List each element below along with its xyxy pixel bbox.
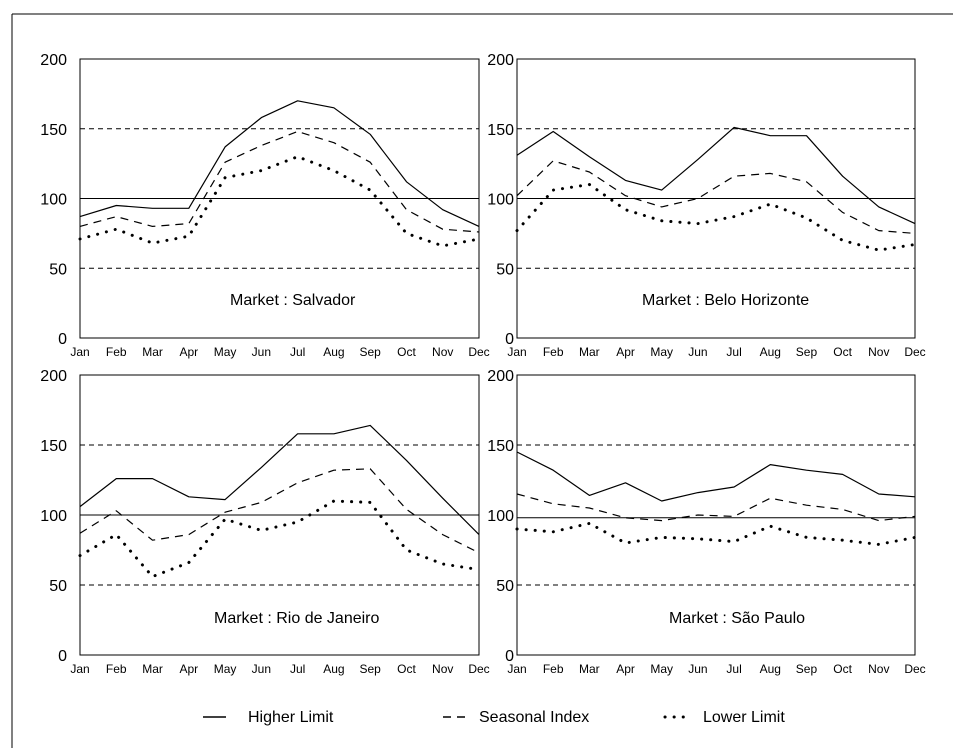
y-tick-label: 0 bbox=[505, 331, 514, 348]
x-tick-label: Aug bbox=[760, 662, 781, 676]
x-tick-label: Jan bbox=[70, 345, 89, 359]
x-tick-label: Jul bbox=[290, 345, 305, 359]
y-tick-label: 200 bbox=[40, 52, 67, 69]
x-tick-label: Dec bbox=[468, 662, 489, 676]
y-tick-label: 100 bbox=[487, 192, 514, 209]
x-tick-label: Oct bbox=[833, 662, 852, 676]
y-tick-label: 50 bbox=[496, 578, 514, 595]
market-label: Market : Rio de Janeiro bbox=[214, 610, 380, 627]
y-tick-label: 0 bbox=[505, 648, 514, 665]
y-tick-label: 50 bbox=[49, 261, 67, 278]
series-line-seasonal bbox=[516, 493, 916, 522]
x-tick-label: Apr bbox=[616, 662, 635, 676]
x-tick-label: Nov bbox=[868, 662, 889, 676]
x-tick-label: Aug bbox=[323, 662, 344, 676]
series-line-lower bbox=[515, 521, 917, 546]
x-tick-label: Nov bbox=[432, 662, 453, 676]
y-tick-label: 150 bbox=[40, 438, 67, 455]
x-tick-label: Jul bbox=[726, 345, 741, 359]
x-tick-label: Jul bbox=[290, 662, 305, 676]
market-label: Market : Salvador bbox=[230, 292, 356, 309]
x-tick-label: Dec bbox=[904, 662, 925, 676]
y-tick-label: 100 bbox=[40, 192, 67, 209]
series-line-lower bbox=[78, 155, 481, 248]
x-tick-label: Sep bbox=[796, 662, 818, 676]
y-tick-label: 0 bbox=[58, 648, 67, 665]
chart-panel: 0 50 100 150 200 Jan Feb Mar Apr May Jun Jul Aug Sep O… bbox=[487, 52, 925, 359]
x-tick-label: Dec bbox=[468, 345, 489, 359]
x-tick-label: May bbox=[650, 662, 673, 676]
x-tick-label: Sep bbox=[796, 345, 818, 359]
x-tick-label: Nov bbox=[868, 345, 889, 359]
y-tick-label: 200 bbox=[487, 368, 514, 385]
x-tick-label: Feb bbox=[106, 345, 127, 359]
y-tick-label: 150 bbox=[487, 122, 514, 139]
x-tick-label: Jun bbox=[252, 662, 271, 676]
series-line-lower bbox=[515, 183, 917, 252]
series-line-seasonal bbox=[79, 468, 480, 554]
series-line-higher bbox=[516, 451, 916, 502]
chart-panel: 0 50 100 150 200 Jan Feb Mar Apr May Jun Jul Aug Sep O… bbox=[40, 368, 489, 676]
x-tick-label: Oct bbox=[397, 662, 416, 676]
legend-lower-limit: Lower Limit bbox=[703, 709, 785, 726]
plot-area bbox=[516, 374, 916, 656]
y-tick-label: 200 bbox=[487, 52, 514, 69]
series-line-seasonal bbox=[516, 160, 916, 234]
x-tick-label: Aug bbox=[760, 345, 781, 359]
x-tick-label: May bbox=[214, 345, 237, 359]
legend: Higher Limit Seasonal Index Lower Limit bbox=[203, 709, 785, 726]
x-tick-label: Sep bbox=[360, 345, 382, 359]
x-tick-label: Jun bbox=[688, 345, 707, 359]
x-tick-label: Jun bbox=[688, 662, 707, 676]
x-tick-label: Feb bbox=[106, 662, 127, 676]
market-label: Market : São Paulo bbox=[669, 610, 805, 627]
y-tick-label: 50 bbox=[49, 578, 67, 595]
x-tick-label: Dec bbox=[904, 345, 925, 359]
x-tick-label: Jan bbox=[70, 662, 89, 676]
x-tick-label: Jul bbox=[726, 662, 741, 676]
series-line-lower bbox=[78, 499, 481, 579]
chart-panel: 0 50 100 150 200 Jan Feb Mar Apr May Jun Jul Aug Sep O… bbox=[40, 52, 489, 359]
x-tick-label: May bbox=[214, 662, 237, 676]
y-tick-label: 200 bbox=[40, 368, 67, 385]
x-tick-label: May bbox=[650, 345, 673, 359]
series-line-higher bbox=[79, 424, 480, 536]
x-tick-label: Apr bbox=[616, 345, 635, 359]
x-tick-label: Apr bbox=[179, 345, 198, 359]
chart-panel: 0 50 100 150 200 Jan Feb Mar Apr May Jun Jul Aug Sep O… bbox=[487, 368, 925, 676]
series-line-higher bbox=[516, 126, 916, 225]
x-tick-label: Oct bbox=[833, 345, 852, 359]
x-tick-label: Oct bbox=[397, 345, 416, 359]
y-tick-label: 100 bbox=[40, 508, 67, 525]
legend-higher-limit: Higher Limit bbox=[248, 709, 334, 726]
y-tick-label: 100 bbox=[487, 508, 514, 525]
x-tick-label: Jan bbox=[507, 345, 526, 359]
x-tick-label: Apr bbox=[179, 662, 198, 676]
y-tick-label: 50 bbox=[496, 261, 514, 278]
x-tick-label: Nov bbox=[432, 345, 453, 359]
series-line-higher bbox=[79, 100, 480, 227]
market-label: Market : Belo Horizonte bbox=[642, 292, 809, 309]
x-tick-label: Feb bbox=[543, 345, 564, 359]
x-tick-label: Jan bbox=[507, 662, 526, 676]
y-tick-label: 0 bbox=[58, 331, 67, 348]
x-tick-label: Sep bbox=[360, 662, 382, 676]
y-tick-label: 150 bbox=[40, 122, 67, 139]
x-tick-label: Feb bbox=[543, 662, 564, 676]
x-tick-label: Jun bbox=[252, 345, 271, 359]
legend-seasonal-index: Seasonal Index bbox=[479, 709, 589, 726]
x-tick-label: Mar bbox=[579, 345, 600, 359]
x-tick-label: Aug bbox=[323, 345, 344, 359]
y-tick-label: 150 bbox=[487, 438, 514, 455]
series-line-seasonal bbox=[79, 130, 480, 233]
x-tick-label: Mar bbox=[579, 662, 600, 676]
x-tick-label: Mar bbox=[142, 345, 163, 359]
x-tick-label: Mar bbox=[142, 662, 163, 676]
